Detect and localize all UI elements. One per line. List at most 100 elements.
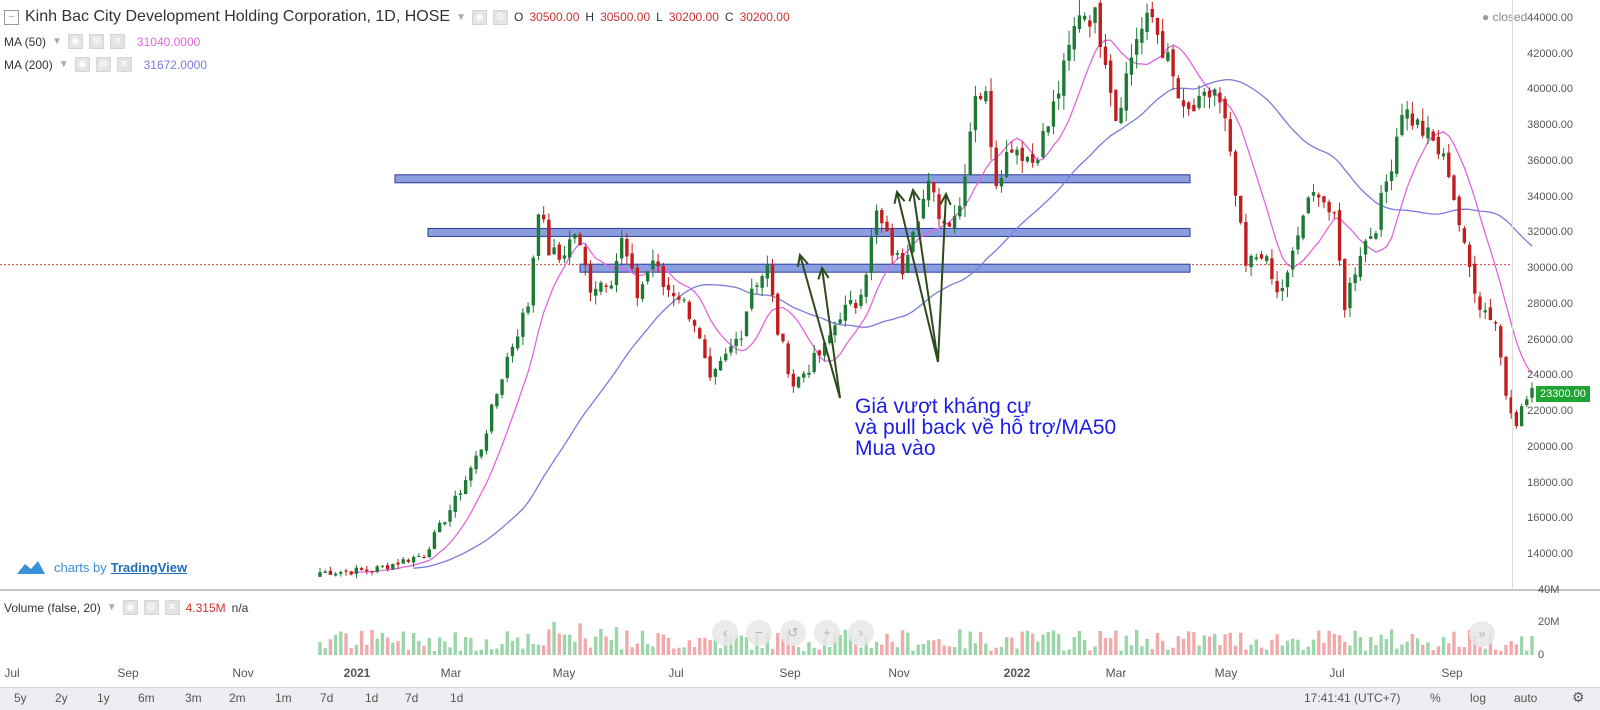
time-tick-label: May — [1214, 666, 1238, 680]
volume-bar — [1036, 641, 1040, 655]
volume-bar — [1228, 632, 1232, 655]
candle-body — [1296, 235, 1300, 250]
candle-body — [1488, 307, 1493, 321]
volume-bar — [1426, 642, 1430, 655]
volume-legend: Volume (false, 20) ▼ ◉ ⚙ ✕ 4.315M n/a — [4, 600, 248, 615]
volume-bar — [1244, 649, 1248, 655]
volume-bar — [1322, 642, 1326, 655]
candle-body — [1525, 399, 1529, 406]
volume-bar — [729, 636, 733, 655]
volume-bar — [734, 635, 738, 655]
range-button-1y[interactable]: 1y — [97, 691, 110, 705]
volume-bar — [822, 636, 827, 655]
scroll-to-end-button[interactable]: » — [1469, 621, 1495, 647]
chevron-down-icon[interactable]: ▼ — [106, 602, 117, 613]
volume-bar — [1108, 638, 1113, 655]
range-button-1m[interactable]: 1m — [275, 691, 292, 705]
candle-body — [458, 493, 463, 495]
volume-bar — [1067, 649, 1071, 655]
price-tick-label: 28000.00 — [1527, 297, 1573, 310]
close-icon[interactable]: ✕ — [164, 600, 180, 615]
volume-bar — [588, 647, 593, 655]
range-button-2y[interactable]: 2y — [55, 691, 68, 705]
candle-body — [724, 353, 728, 361]
candle-body — [567, 239, 572, 258]
candle-body — [484, 433, 489, 451]
candle-body — [1317, 194, 1321, 198]
volume-bar — [807, 642, 811, 655]
volume-bar — [583, 638, 587, 655]
volume-bar — [375, 638, 379, 655]
volume-bar — [1306, 646, 1311, 655]
candle-body — [1129, 57, 1134, 75]
candle-body — [791, 373, 796, 387]
close-icon[interactable]: ✕ — [109, 34, 125, 49]
candle-body — [963, 176, 967, 207]
chevron-down-icon[interactable]: ▼ — [58, 59, 69, 70]
volume-bar — [770, 648, 775, 655]
range-button-2m[interactable]: 2m — [229, 691, 246, 705]
auto-toggle[interactable]: auto — [1514, 691, 1538, 705]
range-button-3m[interactable]: 3m — [185, 691, 202, 705]
volume-bar — [1431, 650, 1435, 655]
collapse-legend-icon[interactable]: – — [4, 9, 19, 25]
volume-bar — [1337, 635, 1342, 655]
candle-body — [552, 247, 556, 255]
range-button-1d[interactable]: 1d — [365, 691, 379, 705]
volume-bar — [1291, 638, 1295, 655]
volume-bar — [401, 631, 405, 655]
branding-link[interactable]: TradingView — [110, 559, 188, 575]
candle-body — [1062, 60, 1066, 96]
candle-body — [1082, 15, 1087, 20]
settings-icon[interactable]: ⚙ — [143, 600, 159, 615]
percent-toggle[interactable]: % — [1430, 691, 1441, 705]
candle-body — [802, 373, 806, 378]
branding[interactable]: charts by TradingView — [16, 558, 187, 576]
zoom-out-button[interactable]: − — [746, 620, 772, 646]
low-value: 30200.00 — [668, 10, 719, 24]
eye-icon[interactable]: ◉ — [74, 57, 90, 72]
candle-body — [734, 338, 738, 346]
volume-bar — [1415, 638, 1420, 655]
chevron-down-icon[interactable]: ▼ — [52, 36, 62, 47]
price-chart[interactable] — [0, 0, 1600, 660]
candle-body — [500, 379, 504, 395]
interval-button-7d[interactable]: 7d — [405, 691, 419, 705]
volume-bar — [349, 648, 353, 655]
settings-gear-icon[interactable]: ⚙ — [1572, 689, 1585, 705]
volume-bar — [947, 646, 952, 655]
volume-bar — [776, 633, 780, 655]
chevron-down-icon[interactable]: ▼ — [456, 11, 466, 23]
settings-icon[interactable]: ⚙ — [88, 34, 104, 49]
settings-icon[interactable]: ⚙ — [95, 57, 111, 72]
eye-icon[interactable]: ◉ — [67, 34, 83, 49]
volume-bar — [474, 650, 478, 655]
price-tick-label: 18000.00 — [1527, 476, 1573, 489]
volume-bar — [1093, 646, 1097, 655]
range-button-6m[interactable]: 6m — [138, 691, 155, 705]
scroll-right-button[interactable]: › — [848, 620, 874, 646]
candle-body — [661, 265, 665, 287]
zoom-in-button[interactable]: + — [814, 620, 840, 646]
chart-title: Kinh Bac City Development Holding Corpor… — [25, 8, 451, 25]
range-button-5y[interactable]: 5y — [14, 691, 27, 705]
volume-bar — [635, 643, 639, 655]
range-button-7d[interactable]: 7d — [320, 691, 334, 705]
interval-button-1d[interactable]: 1d — [450, 691, 464, 705]
volume-bar — [828, 646, 832, 655]
price-axis[interactable]: 14000.00 16000.00 18000.00 20000.00 22000.00… — [1512, 0, 1600, 590]
candle-body — [859, 294, 863, 306]
clock[interactable]: 17:41:41 (UTC+7) — [1304, 691, 1401, 705]
volume-bar — [984, 643, 988, 655]
price-tick-label: 30000.00 — [1527, 262, 1573, 275]
eye-icon[interactable]: ◉ — [122, 600, 138, 615]
candle-body — [1004, 152, 1009, 177]
reset-button[interactable]: ↺ — [780, 620, 806, 646]
volume-bar — [916, 644, 920, 655]
close-icon[interactable]: ✕ — [116, 57, 132, 72]
log-toggle[interactable]: log — [1470, 691, 1487, 705]
eye-icon[interactable]: ◉ — [472, 9, 487, 25]
scroll-left-button[interactable]: ‹ — [712, 620, 738, 646]
volume-bar — [547, 629, 551, 655]
settings-icon[interactable]: ⚙ — [493, 9, 508, 25]
